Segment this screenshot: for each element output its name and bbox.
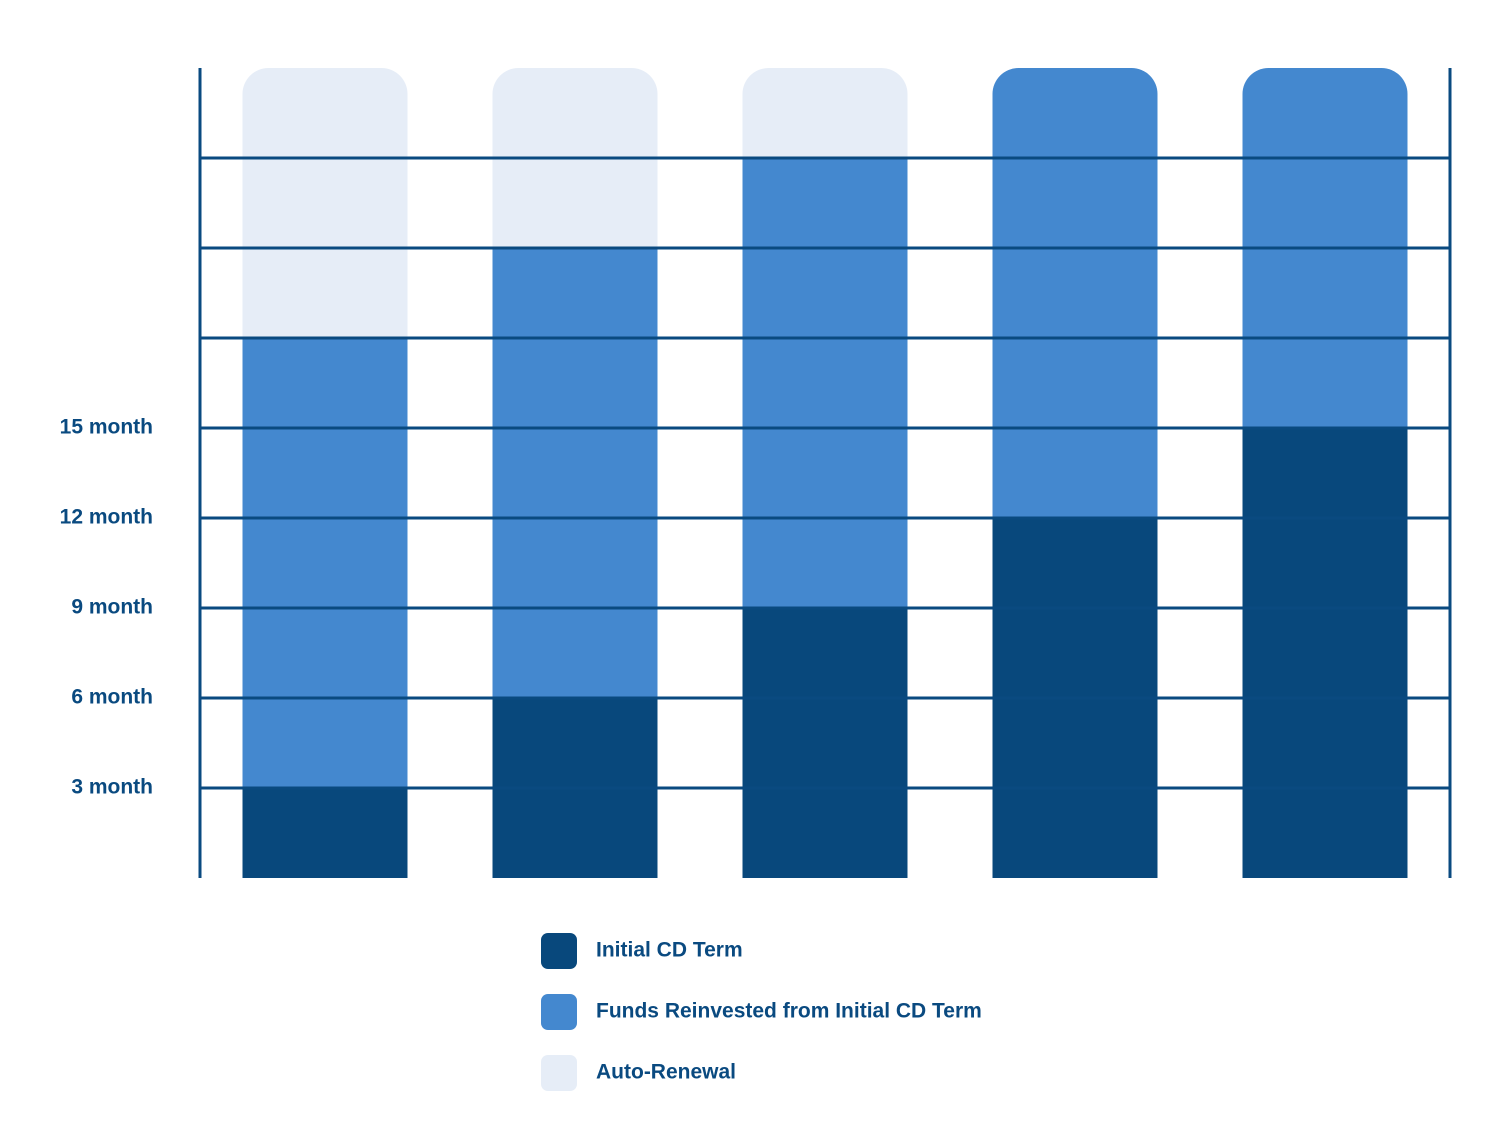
legend-swatch <box>541 933 577 969</box>
bar-segment <box>742 608 908 878</box>
legend-label: Auto-Renewal <box>596 1061 736 1084</box>
bar-segment <box>242 788 408 878</box>
legend-swatch <box>541 994 577 1030</box>
bar-segment <box>492 248 658 698</box>
legend-label: Initial CD Term <box>596 939 743 962</box>
bar-segment <box>1242 428 1408 878</box>
bar-segment <box>242 338 408 788</box>
y-tick-label: 6 month <box>71 686 153 709</box>
bar-segment <box>742 68 908 158</box>
y-tick-label: 15 month <box>60 416 153 439</box>
bar-segment <box>742 158 908 608</box>
y-tick-label: 12 month <box>60 506 153 529</box>
bar-segment <box>242 68 408 338</box>
y-tick-label: 9 month <box>71 596 153 619</box>
y-tick-label: 3 month <box>71 776 153 799</box>
legend-label: Funds Reinvested from Initial CD Term <box>596 1000 982 1023</box>
bar-segment <box>992 68 1158 518</box>
legend-swatch <box>541 1055 577 1091</box>
